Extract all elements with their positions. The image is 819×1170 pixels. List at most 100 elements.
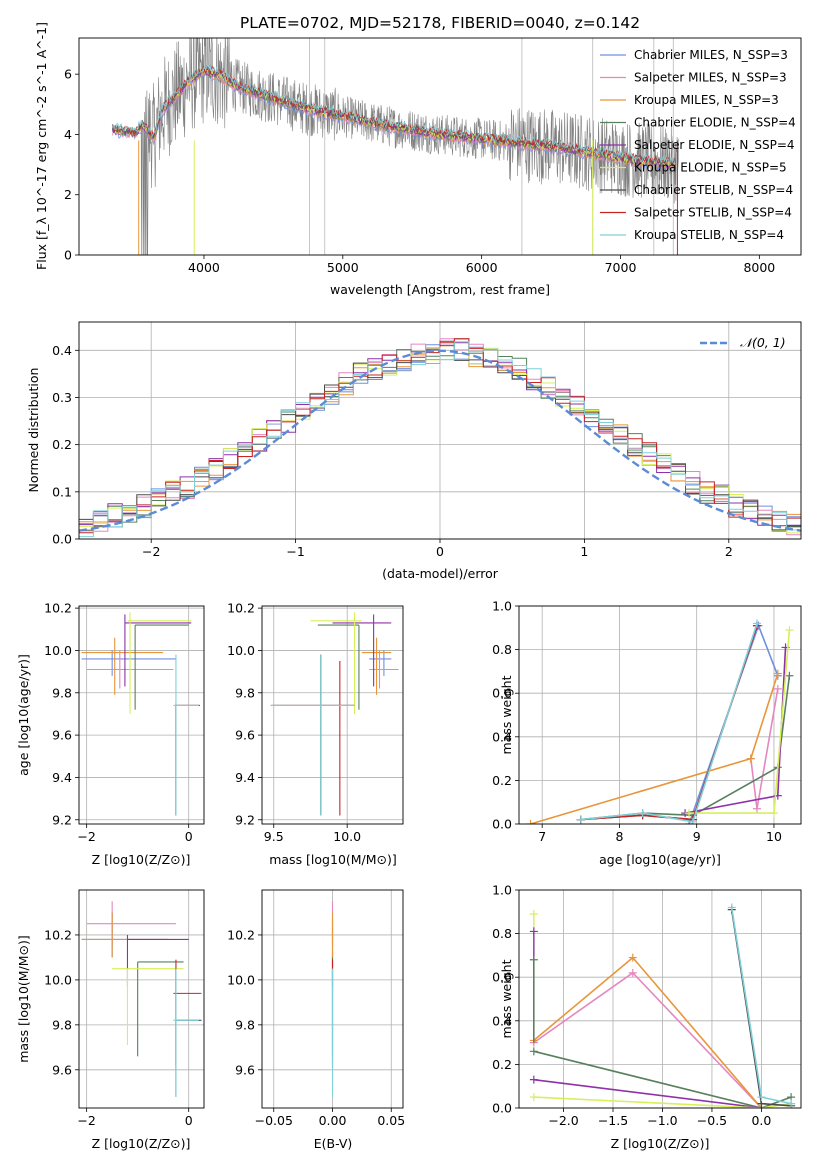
y-tick-label: 0.0 (492, 1101, 512, 1116)
plot-area (526, 619, 794, 824)
legend-label: Kroupa STELIB, N_SSP=4 (634, 228, 784, 242)
weight-series-kroupa-miles (533, 956, 763, 1108)
x-tick-label: −2 (142, 544, 160, 559)
y-tick-label: 2 (64, 187, 72, 202)
weight-vs-age-panel: 7 8 9 10 0.0 0.2 0.4 0.6 0.8 1.0 age [log10(age/yr… (492, 599, 802, 867)
y-tick-label: 9.2 (52, 812, 72, 827)
plot-area (81, 901, 202, 1097)
weight-marker (529, 1093, 538, 1102)
y-tick-label: 9.4 (52, 770, 72, 785)
x-tick-label: −0.05 (255, 1113, 293, 1128)
y-tick-label: 0.0 (492, 817, 512, 832)
axes-frame (518, 889, 802, 1109)
y-tick-label: 0.6 (492, 970, 512, 985)
weight-marker (746, 754, 755, 763)
weight-marker (785, 671, 794, 680)
weight-marker (526, 820, 535, 824)
age-vs-mass-panel: 9.5 10.0 9.2 9.4 9.6 9.8 10.0 10.2 mass [log10(M… (227, 601, 404, 867)
y-axis-label: Flux [f_λ 10^-17 erg cm^-2 s^-1 A^-1] (34, 22, 49, 270)
y-tick-label: 10.0 (44, 643, 72, 658)
legend-label: Chabrier MILES, N_SSP=3 (634, 48, 788, 62)
y-axis-label: mass weight (499, 959, 514, 1038)
y-tick-label: 10.0 (227, 643, 255, 658)
weight-marker (773, 669, 782, 678)
legend-label: Kroupa ELODIE, N_SSP=5 (634, 161, 787, 175)
observed-spectrum-line (112, 38, 680, 255)
spectrum-panel: 4000 5000 6000 7000 8000 0 2 4 6 Chabrier MILES, … (34, 22, 802, 297)
y-tick-label: 10.0 (44, 972, 72, 987)
y-tick-label: 9.4 (235, 770, 255, 785)
axes-frame (261, 605, 404, 825)
y-tick-label: 0.4 (52, 343, 72, 358)
legend-label: Salpeter STELIB, N_SSP=4 (634, 206, 792, 220)
weight-marker (628, 968, 637, 977)
weight-series-kroupa-miles (530, 673, 779, 824)
x-tick-label: −2 (77, 1113, 95, 1128)
y-axis-label: Normed distribution (26, 368, 41, 493)
plot-area (81, 612, 200, 816)
weight-marker (773, 684, 782, 693)
x-tick-label: 8 (615, 829, 623, 844)
weight-marker (727, 903, 736, 912)
y-tick-label: 9.6 (52, 728, 72, 743)
x-tick-label: −2.0 (548, 1113, 578, 1128)
normal-distribution-curve (79, 349, 801, 532)
y-tick-label: 0.8 (492, 926, 512, 941)
y-tick-label: 10.2 (44, 927, 72, 942)
y-tick-label: 10.2 (44, 601, 72, 616)
weight-vs-metallicity-panel: −2.0 −1.5 −1.0 −0.5 0.0 0.0 0.2 0.4 0.6 0.8 1.0 Z [… (492, 883, 802, 1151)
weight-marker (529, 1075, 538, 1084)
y-tick-label: 0.8 (492, 642, 512, 657)
axes-frame (261, 889, 404, 1109)
x-tick-label: 7 (538, 829, 546, 844)
weight-marker (785, 625, 794, 634)
x-axis-label: wavelength [Angstrom, rest frame] (330, 282, 550, 297)
y-tick-label: 0.4 (492, 729, 512, 744)
residual-histogram-panel: −2 −1 0 1 2 0.0 0.1 0.2 0.3 0.4 𝒩(0, 1) (data-model… (26, 321, 802, 581)
axes-frame (78, 605, 205, 825)
x-tick-label: 9 (693, 829, 701, 844)
y-tick-label: 1.0 (492, 599, 512, 614)
x-tick-label: 8000 (743, 260, 775, 275)
x-axis-label: (data-model)/error (382, 566, 499, 581)
legend-label: Salpeter ELODIE, N_SSP=4 (634, 138, 795, 152)
axes-frame (78, 321, 802, 540)
y-tick-label: 0 (64, 248, 72, 263)
y-tick-label: 9.6 (52, 1062, 72, 1077)
y-tick-label: 9.6 (235, 728, 255, 743)
x-tick-label: −1.5 (598, 1113, 628, 1128)
y-tick-label: 10.2 (227, 927, 255, 942)
x-tick-label: 0.05 (377, 1113, 405, 1128)
weight-marker (752, 619, 761, 628)
x-tick-label: 0 (185, 1113, 193, 1128)
weight-series-chabrier-stelib (580, 625, 758, 821)
x-tick-label: 10 (766, 829, 782, 844)
histogram-step-kroupa-stelib (79, 341, 801, 538)
y-axis-label: age [log10(age/yr)] (16, 654, 31, 776)
y-tick-label: 9.8 (52, 685, 72, 700)
x-tick-label: 4000 (188, 260, 220, 275)
x-axis-label: mass [log10(M/M⊙)] (269, 852, 397, 867)
x-axis-label: Z [log10(Z/Z⊙)] (92, 852, 191, 867)
legend-label: 𝒩(0, 1) (740, 335, 786, 350)
figure-title: PLATE=0702, MJD=52178, FIBERID=0040, z=0… (240, 14, 640, 32)
weight-marker (688, 817, 697, 824)
weight-marker (529, 1047, 538, 1056)
model-fit-kroupa-stelib (111, 63, 676, 165)
x-tick-label: 1 (580, 544, 588, 559)
plot-area (529, 903, 796, 1108)
weight-marker (757, 1093, 766, 1102)
axes-frame (78, 889, 205, 1109)
age-vs-metallicity-panel: −2 0 9.2 9.4 9.6 9.8 10.0 10.2 Z [log10(Z/Z⊙)] ag… (16, 601, 205, 867)
x-tick-label: −1.0 (647, 1113, 677, 1128)
y-tick-label: 10.0 (227, 972, 255, 987)
weight-series-kroupa-stelib (580, 623, 758, 823)
y-tick-label: 9.6 (235, 1062, 255, 1077)
y-tick-label: 0.3 (52, 390, 72, 405)
x-tick-label: 2 (725, 544, 733, 559)
plot-area (111, 38, 680, 255)
x-tick-label: 9.5 (264, 829, 284, 844)
x-tick-label: 6000 (466, 260, 498, 275)
y-tick-label: 1.0 (492, 883, 512, 898)
y-tick-label: 0.1 (52, 484, 72, 499)
